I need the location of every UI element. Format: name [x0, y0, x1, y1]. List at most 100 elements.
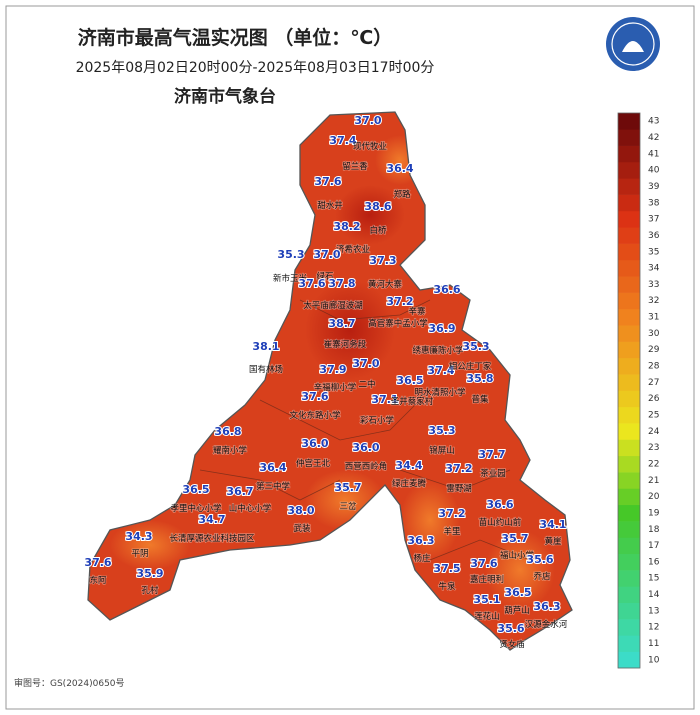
- station-value: 35.6: [526, 553, 553, 566]
- colorbar-cell: [618, 537, 640, 555]
- colorbar-label: 32: [648, 296, 659, 306]
- colorbar-cell: [618, 635, 640, 652]
- colorbar-label: 31: [648, 313, 659, 323]
- station-name: 黄河大寨: [368, 279, 403, 290]
- colorbar-cell: [618, 259, 640, 277]
- colorbar-cell: [618, 488, 640, 506]
- colorbar-cell: [618, 308, 640, 326]
- station-value: 36.4: [386, 162, 413, 175]
- station-name: 嘉庄明利: [470, 574, 504, 585]
- station-name: 高官寨中孟小学: [368, 318, 428, 329]
- station-name: 绿庄麦腾: [392, 478, 427, 489]
- colorbar-cell: [618, 472, 640, 489]
- station-name: 黄崖: [544, 536, 562, 547]
- station-value: 38.7: [328, 317, 355, 330]
- station-value: 36.5: [504, 586, 531, 599]
- colorbar-cell: [618, 341, 640, 359]
- station-name: 葫芦山: [504, 605, 530, 616]
- colorbar-cell: [618, 243, 640, 261]
- colorbar-label: 11: [648, 639, 659, 649]
- colorbar-label: 16: [648, 557, 660, 567]
- station-value: 34.1: [539, 518, 566, 531]
- station-value: 37.2: [438, 507, 465, 520]
- colorbar-label: 27: [648, 378, 659, 388]
- station-name: 莲花山: [474, 611, 500, 622]
- station-value: 36.3: [407, 534, 434, 547]
- colorbar-label: 38: [648, 198, 660, 208]
- colorbar-cell: [618, 570, 640, 587]
- colorbar-label: 15: [648, 574, 659, 584]
- station-value: 36.9: [428, 322, 455, 335]
- colorbar-cell: [618, 227, 640, 244]
- colorbar-cell: [618, 619, 640, 636]
- colorbar-cell: [618, 161, 640, 179]
- station-value: 35.3: [277, 248, 304, 261]
- station-name: 留兰香: [342, 161, 368, 172]
- colorbar-label: 35: [648, 247, 659, 257]
- station-name: 长清厚源农业科技园区: [169, 533, 255, 544]
- station-value: 37.6: [314, 175, 341, 188]
- station-name: 山中心小学: [229, 503, 272, 514]
- colorbar-cell: [618, 194, 640, 212]
- station-value: 38.0: [287, 504, 314, 517]
- colorbar-label: 30: [648, 329, 660, 339]
- station-value: 36.3: [533, 600, 560, 613]
- colorbar-cell: [618, 210, 640, 228]
- station-name: 第三中学: [256, 481, 291, 492]
- station-name: 武装: [293, 523, 311, 534]
- station-value: 35.6: [497, 622, 524, 635]
- station-name: 济希农业: [336, 244, 370, 255]
- station-value: 35.1: [473, 593, 500, 606]
- station-name: 国有林场: [249, 364, 283, 375]
- colorbar-label: 28: [648, 362, 660, 372]
- station-value: 37.2: [445, 462, 472, 475]
- station-value: 37.4: [329, 134, 356, 147]
- station-name: 绿石: [316, 271, 333, 282]
- colorbar-label: 21: [648, 476, 659, 486]
- station-value: 36.6: [433, 283, 460, 296]
- station-value: 37.6: [298, 277, 325, 290]
- station-value: 37.8: [328, 277, 355, 290]
- station-name: 西营西岭角: [345, 461, 388, 472]
- station-name: 东阿: [89, 575, 107, 586]
- station-value: 36.7: [226, 485, 253, 498]
- colorbar-cell: [618, 113, 640, 130]
- station-name: 圣井蔡家村: [391, 396, 434, 407]
- station-name: 雷野湖: [446, 484, 472, 494]
- station-name: 相公庄丁家: [449, 361, 492, 372]
- station-value: 37.1: [371, 393, 398, 406]
- station-value: 35.3: [462, 340, 489, 353]
- colorbar-label: 26: [648, 394, 660, 404]
- colorbar-cell: [618, 553, 640, 571]
- colorbar-cell: [618, 357, 640, 375]
- colorbar-label: 13: [648, 606, 659, 616]
- station-value: 35.8: [466, 372, 493, 385]
- colorbar-frame: [617, 112, 641, 669]
- station-value: 38.1: [252, 340, 279, 353]
- colorbar-cell: [618, 406, 640, 424]
- station-name: 苗山约山前: [479, 517, 522, 528]
- station-value: 36.5: [182, 483, 209, 496]
- colorbar-label: 40: [648, 166, 660, 176]
- station-value: 36.0: [301, 437, 328, 450]
- agency: 济南市气象台: [174, 86, 276, 107]
- station-value: 38.6: [364, 200, 391, 213]
- colorbar-label: 29: [648, 345, 660, 355]
- colorbar-cell: [618, 374, 640, 391]
- colorbar-label: 33: [648, 280, 659, 290]
- station-name: 仲宫王北: [296, 458, 331, 469]
- colorbar-cell: [618, 439, 640, 457]
- colorbar-cell: [618, 292, 640, 310]
- station-name: 平阴: [131, 549, 148, 559]
- station-value: 37.7: [478, 448, 505, 461]
- station-value: 37.0: [354, 114, 381, 127]
- station-name: 贤女庙: [499, 639, 525, 650]
- station-name: 新市玉米: [273, 273, 308, 284]
- colorbar-label: 36: [648, 231, 660, 241]
- station-value: 35.9: [136, 567, 163, 580]
- colorbar-cell: [618, 423, 640, 440]
- station-value: 36.8: [214, 425, 241, 438]
- colorbar-cell: [618, 178, 640, 195]
- station-value: 37.6: [470, 557, 497, 570]
